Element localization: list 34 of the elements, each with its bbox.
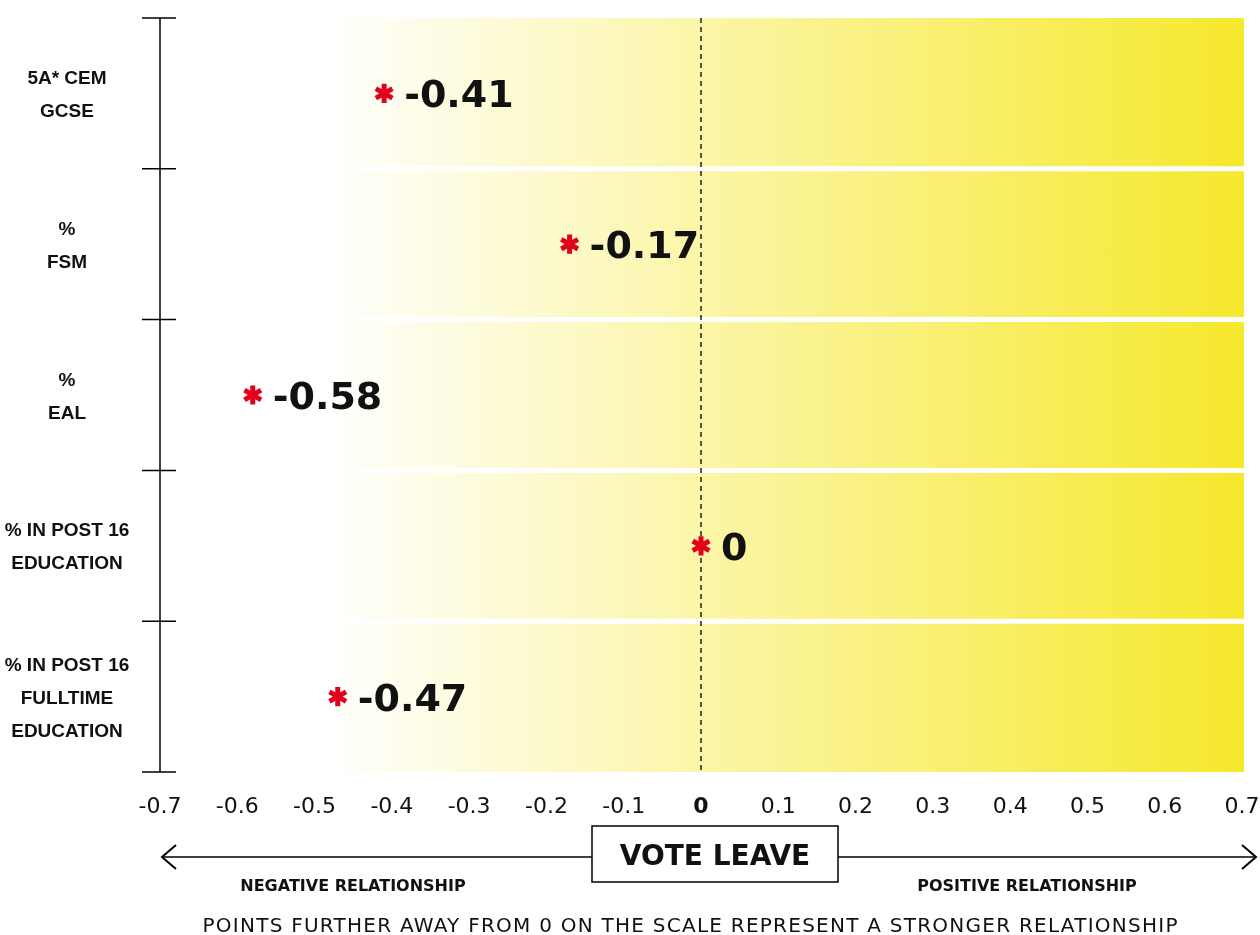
x-tick-label: 0.3 <box>915 793 951 818</box>
data-label: -0.58 <box>272 374 383 418</box>
x-tick-label: -0.4 <box>370 793 414 818</box>
point <box>241 382 264 408</box>
x-tick-label: 0.1 <box>760 793 796 818</box>
x-tick-label: 0 <box>693 793 709 818</box>
point <box>690 533 712 558</box>
text: POSITIVE RELATIONSHIP <box>917 876 1138 895</box>
text: POINTS FURTHER AWAY FROM 0 ON THE SCALE REPRESENT A STRONGER RELATIONSHIP <box>202 913 1178 935</box>
x-tick-label: -0.5 <box>293 793 337 818</box>
text: NEGATIVE RELATIONSHIP <box>240 876 466 895</box>
y-tick-label: % IN POST 16 EDUCATION <box>4 519 130 574</box>
y-tick-label: % FSM <box>46 217 88 272</box>
x-tick-label: 0.5 <box>1069 793 1105 818</box>
data-label: -0.41 <box>404 72 514 117</box>
x-tick-label: 0.6 <box>1147 793 1183 818</box>
y-tick-label: % EAL <box>48 368 87 423</box>
x-tick-label: -0.6 <box>215 793 259 818</box>
x-tick-label: -0.7 <box>138 793 182 818</box>
x-tick-label: 0.4 <box>992 793 1028 818</box>
x-axis-title: VOTE LEAVE <box>619 839 811 872</box>
point <box>326 684 349 709</box>
data-label: -0.17 <box>589 223 700 268</box>
y-tick-label: % IN POST 16 FULLTIME EDUCATION <box>4 653 130 741</box>
x-tick-label: -0.1 <box>602 793 646 818</box>
x-tick-label: 0.7 <box>1224 793 1260 818</box>
point <box>373 81 395 106</box>
data-label: -0.47 <box>357 675 468 720</box>
data-label: 0 <box>721 524 748 569</box>
x-tick-label: 0.2 <box>838 793 874 818</box>
y-tick-label: 5A* CEM GCSE <box>27 66 107 121</box>
x-tick-label: -0.2 <box>524 793 568 818</box>
point <box>558 232 581 257</box>
x-tick-label: -0.3 <box>447 793 491 818</box>
